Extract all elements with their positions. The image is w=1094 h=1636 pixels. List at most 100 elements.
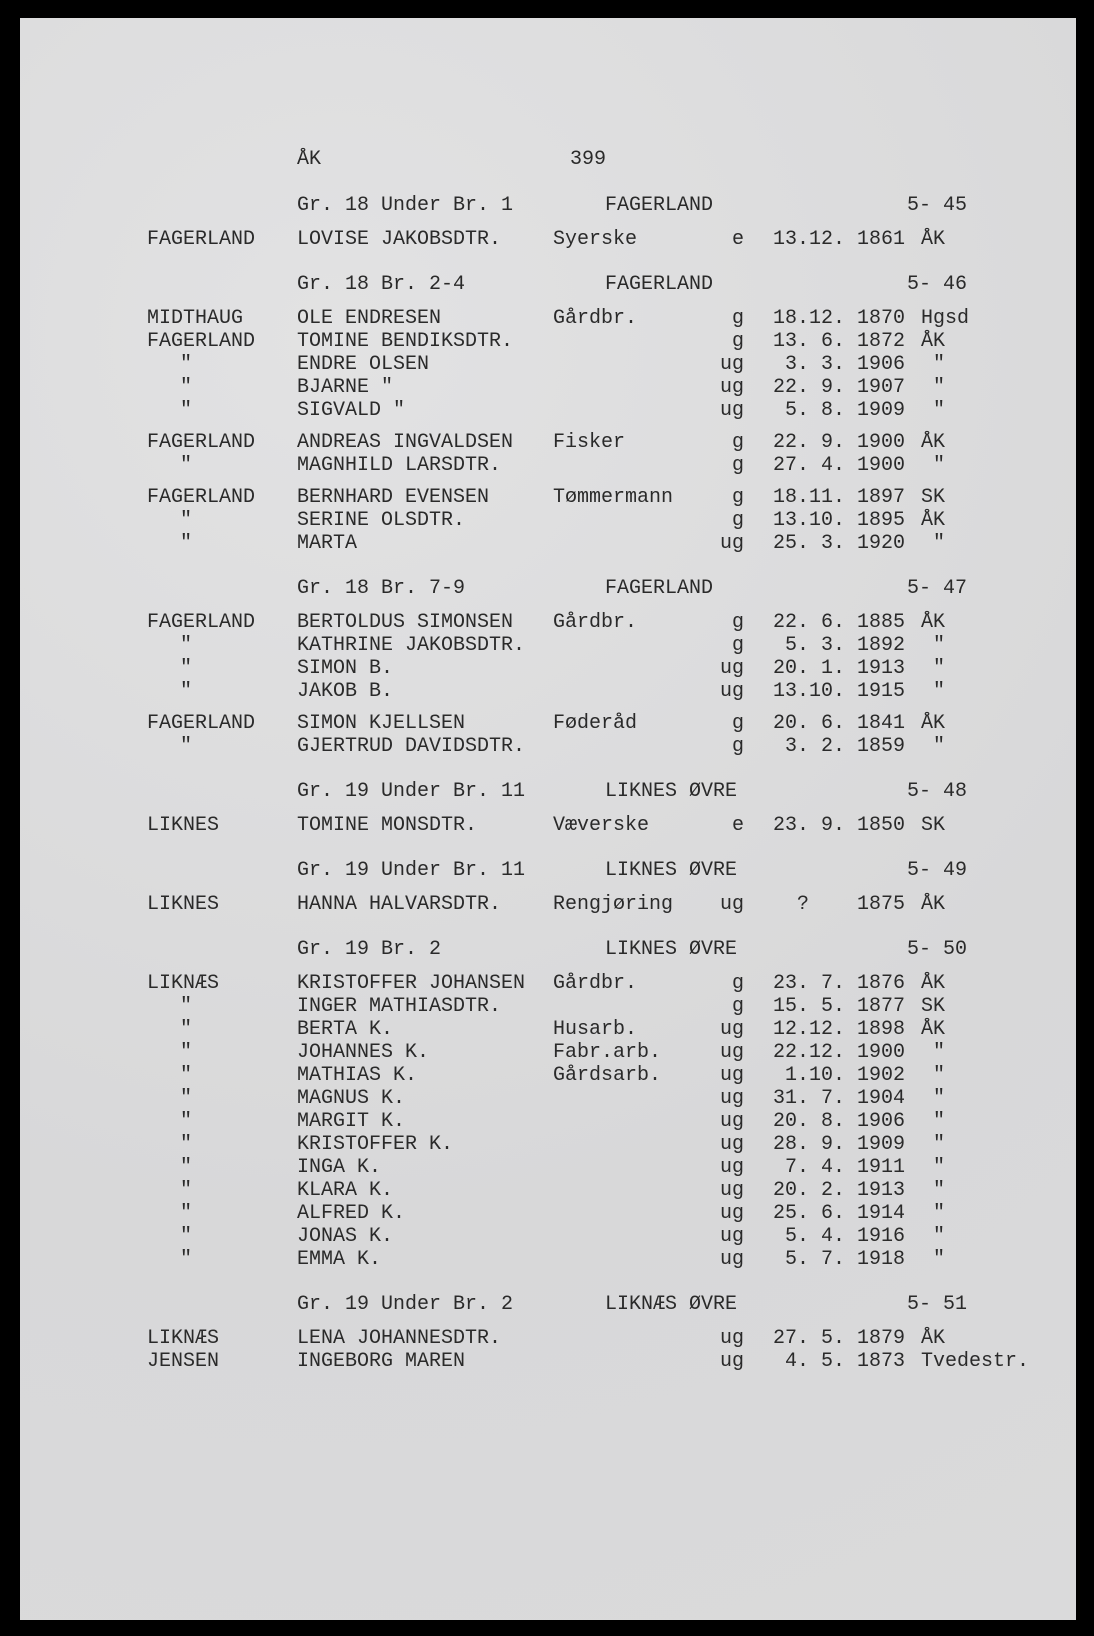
person-row: " SIMON B. ug 20. 1. 1913 " (0, 657, 1094, 680)
grave-reference: Gr. 19 Under Br. 2 (297, 1293, 514, 1316)
place: " (180, 1133, 193, 1156)
birth-date: 13.12. 1861 (772, 228, 905, 251)
farm-name: LIKNES ØVRE (605, 780, 738, 803)
birth-date: 23. 9. 1850 (772, 814, 905, 837)
birth-date: 4. 5. 1873 (784, 1350, 905, 1373)
birth-date: 20. 8. 1906 (772, 1110, 905, 1133)
person-row: " EMMA K. ug 5. 7. 1918 " (0, 1248, 1094, 1271)
person-row: FAGERLAND SIMON KJELLSEN Føderåd g 20. 6… (0, 712, 1094, 735)
birth-date: 22. 6. 1885 (772, 611, 905, 634)
person-name: BJARNE " (297, 376, 394, 399)
person-name: INGA K. (297, 1156, 382, 1179)
person-name: ENDRE OLSEN (297, 353, 430, 376)
record-number: 5- 48 (907, 780, 968, 803)
marital-status: g (731, 509, 744, 532)
record-number: 5- 51 (907, 1293, 968, 1316)
person-name: MAGNUS K. (297, 1087, 406, 1110)
family-group: FAGERLAND BERNHARD EVENSEN Tømmermann g … (0, 486, 1094, 555)
parish: ÅK (921, 1327, 946, 1350)
place: " (180, 634, 193, 657)
place: " (180, 680, 193, 703)
page-header: ÅK 399 (0, 148, 1094, 172)
person-row: MIDTHAUG OLE ENDRESEN Gårdbr. g 18.12. 1… (0, 307, 1094, 330)
parish: " (921, 1064, 946, 1087)
grave-section: Gr. 19 Under Br. 11 LIKNES ØVRE 5- 49 LI… (0, 859, 1094, 916)
parish: " (921, 1248, 946, 1271)
place: " (180, 1018, 193, 1041)
scanned-page (20, 18, 1076, 1620)
record-number: 5- 46 (907, 273, 968, 296)
person-row: " BERTA K. Husarb. ug 12.12. 1898 ÅK (0, 1018, 1094, 1041)
person-name: KRISTOFFER JOHANSEN (297, 972, 526, 995)
place: " (180, 1041, 193, 1064)
marital-status: ug (719, 1202, 744, 1225)
person-name: MARGIT K. (297, 1110, 406, 1133)
birth-date: 15. 5. 1877 (772, 995, 905, 1018)
grave-reference: Gr. 19 Under Br. 11 (297, 780, 526, 803)
birth-date: 5. 4. 1916 (784, 1225, 905, 1248)
person-row: " INGA K. ug 7. 4. 1911 " (0, 1156, 1094, 1179)
person-name: BERTOLDUS SIMONSEN (297, 611, 514, 634)
farm-name: LIKNES ØVRE (605, 938, 738, 961)
place: " (180, 1225, 193, 1248)
parish: " (921, 735, 946, 758)
record-number: 5- 47 (907, 577, 968, 600)
place: FAGERLAND (147, 330, 256, 353)
marital-status: g (731, 611, 744, 634)
occupation: Væverske (553, 814, 650, 837)
marital-status: ug (719, 1248, 744, 1271)
record-number: 5- 45 (907, 194, 968, 217)
farm-name: FAGERLAND (605, 577, 714, 600)
family-group: FAGERLAND LOVISE JAKOBSDTR. Syerske e 13… (0, 228, 1094, 251)
grave-reference: Gr. 18 Under Br. 1 (297, 194, 514, 217)
grave-reference: Gr. 19 Under Br. 11 (297, 859, 526, 882)
parish: " (921, 1133, 946, 1156)
person-row: " KRISTOFFER K. ug 28. 9. 1909 " (0, 1133, 1094, 1156)
parish: " (921, 376, 946, 399)
place: " (180, 1156, 193, 1179)
person-row: " INGER MATHIASDTR. g 15. 5. 1877 SK (0, 995, 1094, 1018)
birth-date: 22.12. 1900 (772, 1041, 905, 1064)
parish: " (921, 1156, 946, 1179)
marital-status: g (731, 431, 744, 454)
family-group: LIKNES TOMINE MONSDTR. Væverske e 23. 9.… (0, 814, 1094, 837)
section-header: Gr. 18 Under Br. 1 FAGERLAND 5- 45 (0, 194, 1094, 217)
parish: Hgsd (921, 307, 970, 330)
birth-date: 3. 3. 1906 (784, 353, 905, 376)
place: JENSEN (147, 1350, 220, 1373)
person-name: LENA JOHANNESDTR. (297, 1327, 502, 1350)
birth-date: 13. 6. 1872 (772, 330, 905, 353)
marital-status: ug (719, 353, 744, 376)
place: " (180, 735, 193, 758)
person-row: " JOHANNES K. Fabr.arb. ug 22.12. 1900 " (0, 1041, 1094, 1064)
occupation: Husarb. (553, 1018, 638, 1041)
marital-status: ug (719, 399, 744, 422)
parish: " (921, 680, 946, 703)
record-number: 5- 50 (907, 938, 968, 961)
place: " (180, 454, 193, 477)
parish: " (921, 634, 946, 657)
person-name: INGEBORG MAREN (297, 1350, 466, 1373)
person-name: KLARA K. (297, 1179, 394, 1202)
section-header: Gr. 19 Br. 2 LIKNES ØVRE 5- 50 (0, 938, 1094, 961)
place: " (180, 1064, 193, 1087)
grave-reference: Gr. 19 Br. 2 (297, 938, 442, 961)
person-row: FAGERLAND BERNHARD EVENSEN Tømmermann g … (0, 486, 1094, 509)
person-name: SIGVALD " (297, 399, 406, 422)
occupation: Tømmermann (553, 486, 674, 509)
place: " (180, 376, 193, 399)
marital-status: e (731, 814, 744, 837)
person-name: EMMA K. (297, 1248, 382, 1271)
grave-section: Gr. 19 Under Br. 2 LIKNÆS ØVRE 5- 51 LIK… (0, 1293, 1094, 1373)
person-name: TOMINE BENDIKSDTR. (297, 330, 514, 353)
parish: SK (921, 814, 946, 837)
parish: " (921, 1087, 946, 1110)
person-row: " MAGNUS K. ug 31. 7. 1904 " (0, 1087, 1094, 1110)
grave-section: Gr. 18 Br. 2-4 FAGERLAND 5- 46 MIDTHAUG … (0, 273, 1094, 555)
person-name: JONAS K. (297, 1225, 394, 1248)
place: " (180, 532, 193, 555)
person-row: " JONAS K. ug 5. 4. 1916 " (0, 1225, 1094, 1248)
person-row: " BJARNE " ug 22. 9. 1907 " (0, 376, 1094, 399)
person-row: " MARTA ug 25. 3. 1920 " (0, 532, 1094, 555)
place: " (180, 1179, 193, 1202)
